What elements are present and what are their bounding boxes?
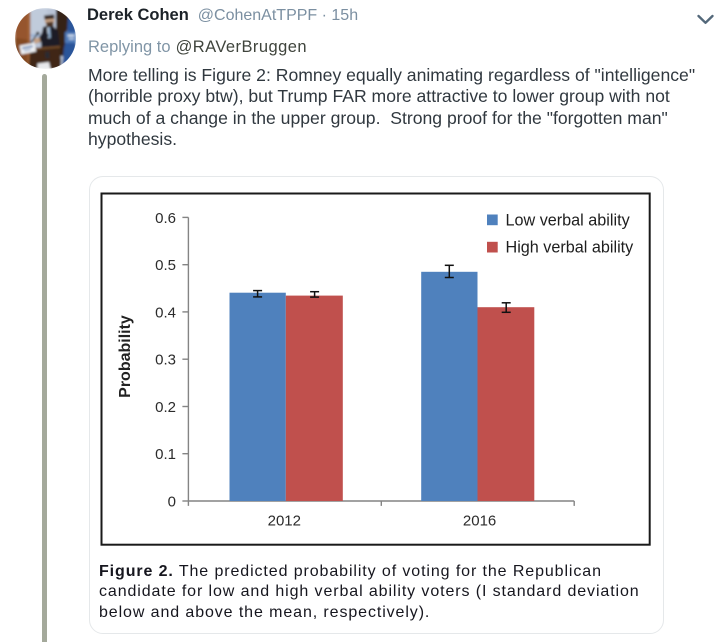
svg-text:High verbal ability: High verbal ability — [506, 239, 635, 257]
svg-text:2012: 2012 — [268, 513, 301, 530]
svg-text:0.2: 0.2 — [155, 399, 176, 416]
svg-text:0.1: 0.1 — [155, 446, 176, 463]
svg-text:0: 0 — [168, 494, 176, 511]
svg-text:0.6: 0.6 — [155, 210, 176, 227]
svg-text:Low verbal ability: Low verbal ability — [506, 211, 631, 229]
svg-text:Probability: Probability — [117, 315, 134, 398]
svg-text:0.3: 0.3 — [155, 352, 176, 369]
svg-text:0.5: 0.5 — [155, 257, 176, 274]
svg-text:0.4: 0.4 — [155, 304, 176, 321]
svg-text:2016: 2016 — [463, 513, 496, 530]
